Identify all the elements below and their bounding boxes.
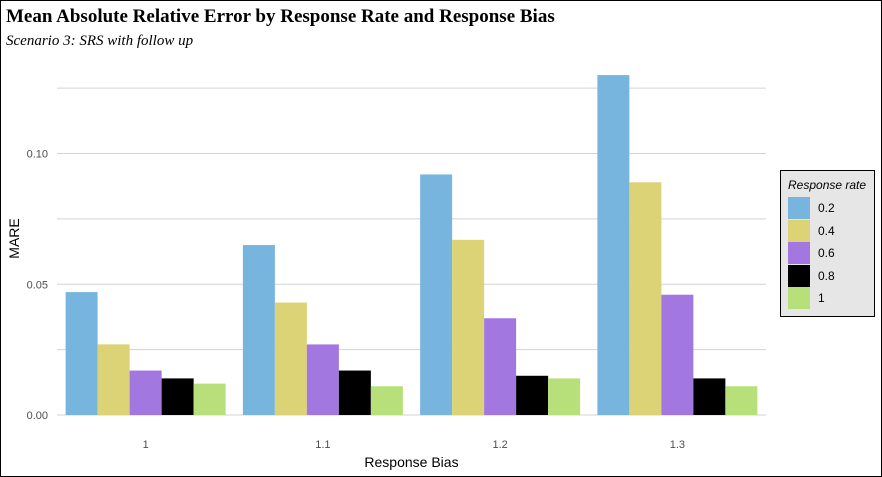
bar (193, 383, 226, 415)
legend: Response rate 0.2 0.4 0.6 0.8 1 (780, 170, 875, 317)
y-axis-title: MARE (6, 218, 22, 258)
bar (129, 370, 162, 415)
legend-swatch (788, 219, 810, 242)
x-tick-label: 1.2 (492, 439, 507, 451)
bar (161, 378, 194, 415)
legend-label: 0.8 (818, 268, 835, 283)
bar (725, 386, 758, 415)
legend-title: Response rate (788, 178, 867, 192)
chart-title: Mean Absolute Relative Error by Response… (6, 6, 555, 27)
bar (629, 182, 662, 415)
bar (548, 378, 581, 415)
bar (661, 294, 694, 415)
legend-swatch (788, 287, 810, 309)
bar (693, 378, 726, 415)
legend-label: 0.4 (818, 223, 835, 238)
bar (420, 174, 453, 415)
legend-label: 0.2 (818, 201, 835, 215)
bar (338, 370, 371, 415)
chart-subtitle: Scenario 3: SRS with follow up (6, 33, 194, 49)
bar (452, 239, 485, 415)
bar (65, 292, 98, 415)
legend-item: 0.8 (788, 264, 868, 287)
bar (370, 386, 403, 415)
legend-swatch (788, 197, 810, 219)
bar (597, 75, 630, 416)
legend-item: 0.2 (788, 197, 868, 219)
bar (274, 302, 307, 415)
legend-label: 1 (818, 291, 825, 305)
x-axis-title: Response Bias (364, 454, 458, 470)
y-tick-label: 0.10 (27, 149, 48, 161)
legend-item: 1 (788, 287, 868, 309)
legend-swatch (788, 242, 810, 264)
bar (242, 245, 275, 415)
bar (484, 318, 517, 415)
bar (97, 344, 130, 415)
x-tick-label: 1.1 (315, 439, 330, 451)
legend-item: 0.6 (788, 242, 868, 264)
bar (306, 344, 339, 415)
legend-swatch (788, 264, 810, 287)
legend-label: 0.6 (818, 246, 835, 260)
x-tick-label: 1.3 (670, 439, 685, 451)
legend-item: 0.4 (788, 219, 868, 242)
x-tick-label: 1 (143, 439, 149, 451)
y-tick-label: 0.05 (27, 279, 48, 291)
bar (516, 375, 549, 415)
y-tick-label: 0.00 (27, 410, 48, 422)
